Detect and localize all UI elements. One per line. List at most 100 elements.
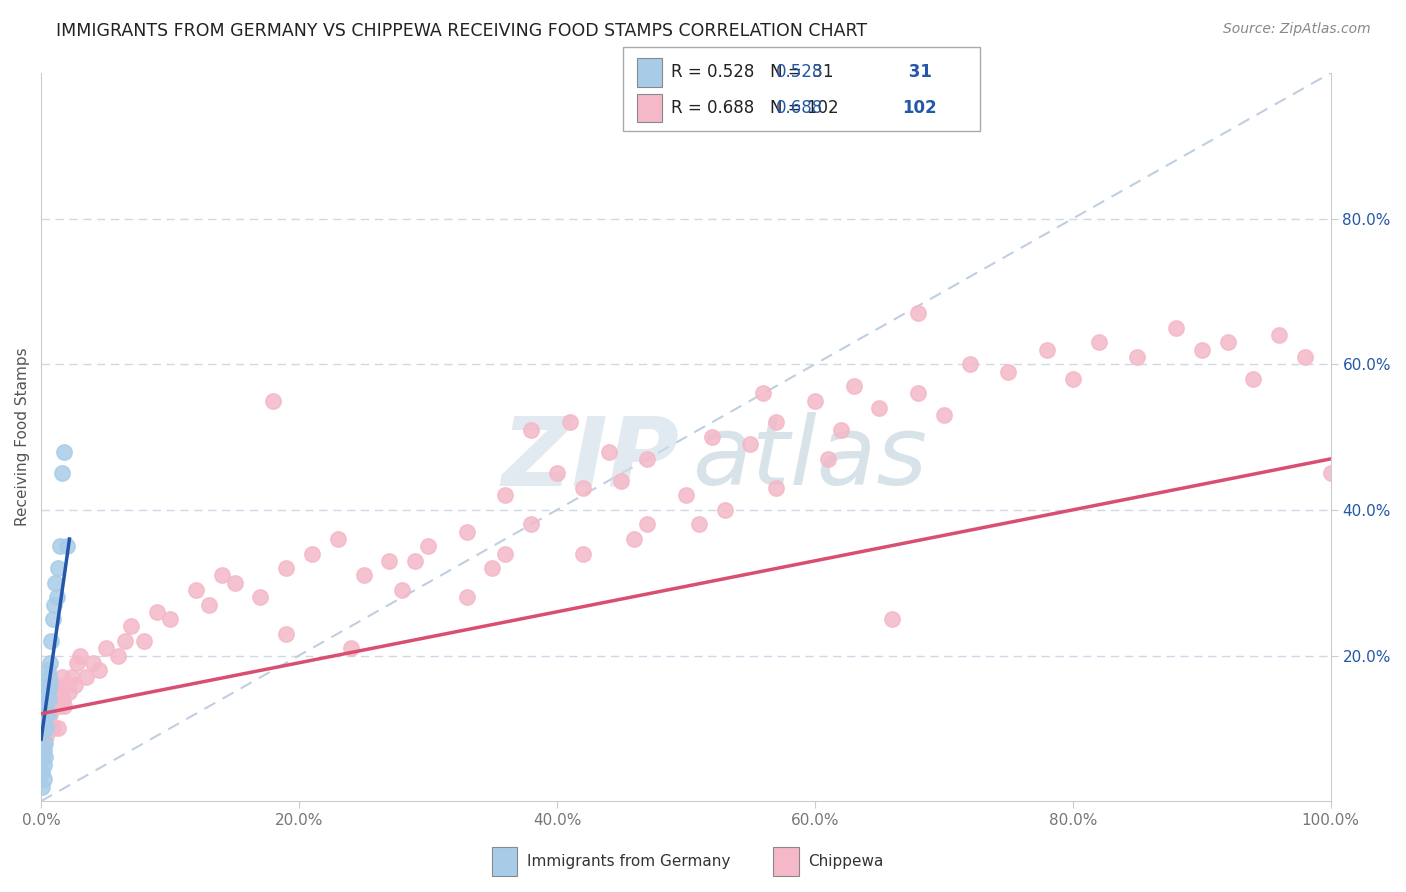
Point [34,750,56,764]
Point [48,699,70,714]
Point [32,736,55,750]
Point [1126,350,1149,364]
Text: Source: ZipAtlas.com: Source: ZipAtlas.com [1223,22,1371,37]
Point [41,678,63,692]
Point [494,547,516,561]
Text: R = 0.688   N = 102: R = 0.688 N = 102 [671,99,838,117]
Point [39,656,62,670]
Point [1241,372,1264,386]
Point [520,423,543,437]
Point [404,554,426,568]
Point [38,692,60,706]
Text: IMMIGRANTS FROM GERMANY VS CHIPPEWA RECEIVING FOOD STAMPS CORRELATION CHART: IMMIGRANTS FROM GERMANY VS CHIPPEWA RECE… [56,22,868,40]
Point [51,670,73,684]
Point [53,444,76,458]
Point [58,685,80,699]
Point [1294,350,1316,364]
Point [1164,321,1187,335]
Point [66,656,89,670]
Point [53,699,76,714]
Point [46,561,69,575]
Text: ZIP: ZIP [502,412,679,506]
Point [69,648,91,663]
Point [39,678,62,692]
Point [89,663,111,677]
Point [107,648,129,663]
Point [44,678,66,692]
Point [35,699,58,714]
Point [41,612,63,626]
Point [35,722,58,736]
Point [1216,335,1239,350]
Point [830,423,852,437]
Point [959,357,981,371]
Point [1062,372,1084,386]
Point [31,750,53,764]
Point [520,517,543,532]
Point [35,729,58,743]
Point [37,722,59,736]
Point [37,663,59,677]
Point [197,598,219,612]
Point [42,598,65,612]
Point [32,772,55,787]
Point [45,685,67,699]
Point [52,692,75,706]
Point [765,481,787,495]
Point [75,670,97,684]
Point [35,699,58,714]
Point [353,568,375,582]
Point [1036,343,1059,357]
Point [326,532,349,546]
Point [688,517,710,532]
Point [804,393,827,408]
Point [41,722,63,736]
Point [623,532,645,546]
Point [94,641,117,656]
Point [184,582,207,597]
Point [46,722,69,736]
Point [34,722,56,736]
Point [114,634,136,648]
Point [82,656,104,670]
Point [907,386,929,401]
Point [932,408,955,422]
Point [39,706,62,721]
Point [1191,343,1213,357]
Point [636,517,658,532]
Point [37,692,59,706]
Point [817,451,839,466]
Point [713,503,735,517]
Point [51,467,73,481]
Point [37,706,59,721]
Point [740,437,762,451]
Point [882,612,904,626]
Point [249,591,271,605]
Point [456,591,478,605]
Point [45,591,67,605]
Point [211,568,233,582]
Text: Immigrants from Germany: Immigrants from Germany [527,855,731,869]
Point [456,524,478,539]
Text: R = 0.528   N =  31: R = 0.528 N = 31 [671,63,834,81]
Point [700,430,723,444]
Point [546,467,568,481]
Point [41,699,63,714]
Point [56,539,79,553]
Point [752,386,775,401]
Point [159,612,181,626]
Point [44,575,66,590]
Text: 0.688: 0.688 [776,99,824,117]
Point [276,561,298,575]
Point [34,706,56,721]
Point [41,685,63,699]
Point [416,539,439,553]
Text: 0.528: 0.528 [776,63,824,81]
Point [34,692,56,706]
Point [34,736,56,750]
Point [301,547,323,561]
Point [378,554,401,568]
Point [49,539,72,553]
Point [56,678,79,692]
Point [42,692,65,706]
